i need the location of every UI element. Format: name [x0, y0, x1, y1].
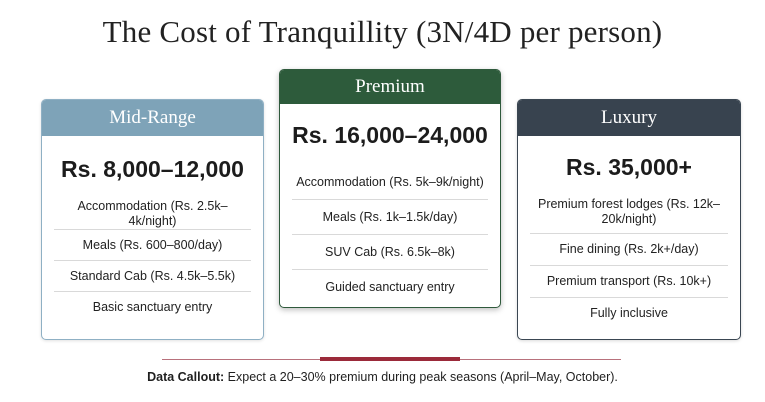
tier-price: Rs. 8,000–12,000	[61, 156, 244, 182]
feature-item: Accommodation (Rs. 5k–9k/night)	[292, 165, 488, 200]
feature-item: Fine dining (Rs. 2k+/day)	[530, 234, 728, 266]
callout-text: Expect a 20–30% premium during peak seas…	[224, 370, 618, 384]
tier-card-luxury: Luxury Rs. 35,000+ Premium forest lodges…	[517, 99, 741, 340]
callout-accent-bar	[320, 357, 460, 361]
tier-features: Accommodation (Rs. 5k–9k/night) Meals (R…	[280, 165, 500, 304]
feature-item: Premium transport (Rs. 10k+)	[530, 266, 728, 298]
page-title: The Cost of Tranquillity (3N/4D per pers…	[102, 14, 663, 49]
feature-item: Fully inclusive	[590, 306, 668, 320]
feature-item: Accommodation (Rs. 2.5k–4k/night)	[54, 199, 251, 230]
feature-item: SUV Cab (Rs. 6.5k–8k)	[292, 235, 488, 270]
callout-label: Data Callout:	[147, 370, 225, 384]
feature-item: Meals (Rs. 600–800/day)	[54, 230, 251, 261]
feature-item: Premium forest lodges (Rs. 12k–20k/night…	[530, 191, 728, 234]
tier-name: Premium	[280, 70, 500, 104]
tier-price: Rs. 16,000–24,000	[292, 122, 488, 148]
tier-card-mid-range: Mid-Range Rs. 8,000–12,000 Accommodation…	[41, 99, 264, 340]
feature-item: Guided sanctuary entry	[325, 279, 455, 294]
feature-item: Basic sanctuary entry	[92, 299, 213, 314]
feature-item: Standard Cab (Rs. 4.5k–5.5k)	[54, 261, 251, 292]
tier-name: Luxury	[518, 100, 740, 136]
tier-features: Premium forest lodges (Rs. 12k–20k/night…	[518, 191, 740, 329]
tier-features: Accommodation (Rs. 2.5k–4k/night) Meals …	[42, 199, 263, 322]
tier-price: Rs. 35,000+	[566, 154, 692, 180]
tier-card-premium: Premium Rs. 16,000–24,000 Accommodation …	[279, 69, 501, 308]
data-callout: Data Callout: Expect a 20–30% premium du…	[0, 370, 765, 384]
tier-name: Mid-Range	[42, 100, 263, 136]
feature-item: Meals (Rs. 1k–1.5k/day)	[292, 200, 488, 235]
